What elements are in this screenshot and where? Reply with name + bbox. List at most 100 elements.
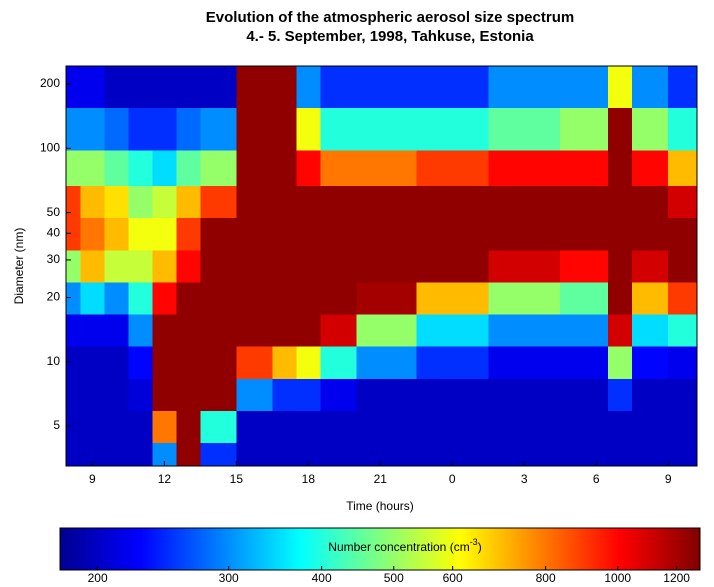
- heat-cell: [152, 107, 177, 151]
- heat-cell: [632, 314, 669, 347]
- x-tick-label: 6: [593, 472, 600, 486]
- heat-cell: [632, 378, 669, 411]
- heat-cell: [416, 314, 489, 347]
- heat-cell: [176, 150, 201, 187]
- heat-cell: [320, 249, 357, 283]
- heat-cell: [632, 185, 669, 219]
- heat-cell: [152, 249, 177, 283]
- heat-cell: [236, 107, 273, 151]
- y-tick-label: 30: [47, 252, 61, 266]
- heat-cell: [296, 314, 321, 347]
- heat-cell: [66, 378, 81, 411]
- heat-cell: [128, 281, 153, 315]
- heat-cell: [560, 66, 609, 109]
- heat-cell: [272, 249, 297, 283]
- x-tick-label: 12: [158, 472, 172, 486]
- colorbar: [59, 527, 701, 571]
- heat-cell: [416, 410, 489, 444]
- y-tick-label: 50: [47, 205, 61, 219]
- heat-cell: [104, 217, 129, 251]
- heat-cell: [416, 66, 489, 109]
- heat-cell: [176, 107, 201, 151]
- heat-cell: [416, 150, 489, 187]
- x-axis-label: Time (hours): [346, 499, 414, 513]
- heat-cell: [152, 314, 177, 347]
- heat-cell: [356, 410, 417, 444]
- heat-cell: [356, 346, 417, 379]
- heat-cell: [128, 249, 153, 283]
- heat-cell: [80, 378, 105, 411]
- heatmap: [66, 66, 697, 466]
- heat-cell: [152, 66, 177, 109]
- heat-cell: [320, 442, 357, 466]
- heat-cell: [236, 346, 273, 379]
- heat-cell: [104, 346, 129, 379]
- heat-cell: [488, 378, 561, 411]
- heat-cell: [320, 185, 357, 219]
- heat-cell: [320, 314, 357, 347]
- heat-cell: [200, 346, 237, 379]
- heat-cell: [608, 442, 633, 466]
- heat-cell: [80, 281, 105, 315]
- heat-cell: [200, 217, 237, 251]
- colorbar-label-end: ): [478, 540, 482, 554]
- heat-cell: [272, 107, 297, 151]
- heat-cell: [104, 410, 129, 444]
- heat-cell: [608, 314, 633, 347]
- heat-cell: [668, 314, 697, 347]
- heat-cell: [152, 150, 177, 187]
- heat-cell: [632, 217, 669, 251]
- heat-cell: [66, 185, 81, 219]
- heat-cell: [128, 442, 153, 466]
- heat-cell: [632, 107, 669, 151]
- heat-cell: [152, 217, 177, 251]
- heat-cell: [560, 378, 609, 411]
- heat-cell: [128, 107, 153, 151]
- heat-cell: [236, 281, 273, 315]
- heat-cell: [320, 410, 357, 444]
- x-tick-label: 3: [521, 472, 528, 486]
- heat-cell: [272, 217, 297, 251]
- heat-cell: [356, 314, 417, 347]
- heat-cell: [608, 66, 633, 109]
- heat-cell: [200, 314, 237, 347]
- heat-cell: [128, 66, 153, 109]
- heat-cell: [296, 217, 321, 251]
- heat-cell: [104, 66, 129, 109]
- heat-cell: [200, 249, 237, 283]
- heat-cell: [176, 66, 201, 109]
- heat-cell: [356, 150, 417, 187]
- heat-cell: [356, 217, 417, 251]
- heat-cell: [560, 185, 609, 219]
- heat-cell: [128, 410, 153, 444]
- y-tick-label: 200: [40, 76, 60, 90]
- x-tick-label: 0: [449, 472, 456, 486]
- heat-cell: [272, 185, 297, 219]
- heat-cell: [104, 314, 129, 347]
- heat-cell: [200, 442, 237, 466]
- x-tick-label: 21: [374, 472, 388, 486]
- heat-cell: [608, 107, 633, 151]
- heat-cell: [320, 281, 357, 315]
- heat-cell: [200, 378, 237, 411]
- heat-cell: [236, 378, 273, 411]
- plot-frame: [65, 65, 698, 467]
- heat-cell: [632, 410, 669, 444]
- heat-cell: [296, 107, 321, 151]
- heat-cell: [200, 150, 237, 187]
- heat-cell: [236, 249, 273, 283]
- heat-cell: [356, 442, 417, 466]
- heat-cell: [416, 378, 489, 411]
- heat-cell: [488, 66, 561, 109]
- heat-cell: [320, 378, 357, 411]
- heat-cell: [668, 150, 697, 187]
- y-tick-label: 5: [53, 418, 60, 432]
- heat-cell: [176, 217, 201, 251]
- heat-cell: [152, 281, 177, 315]
- heat-cell: [200, 66, 237, 109]
- colorbar-tick-label: 1200: [663, 571, 690, 585]
- heat-cell: [128, 217, 153, 251]
- heat-cell: [416, 346, 489, 379]
- heat-cell: [80, 217, 105, 251]
- heat-cell: [66, 249, 81, 283]
